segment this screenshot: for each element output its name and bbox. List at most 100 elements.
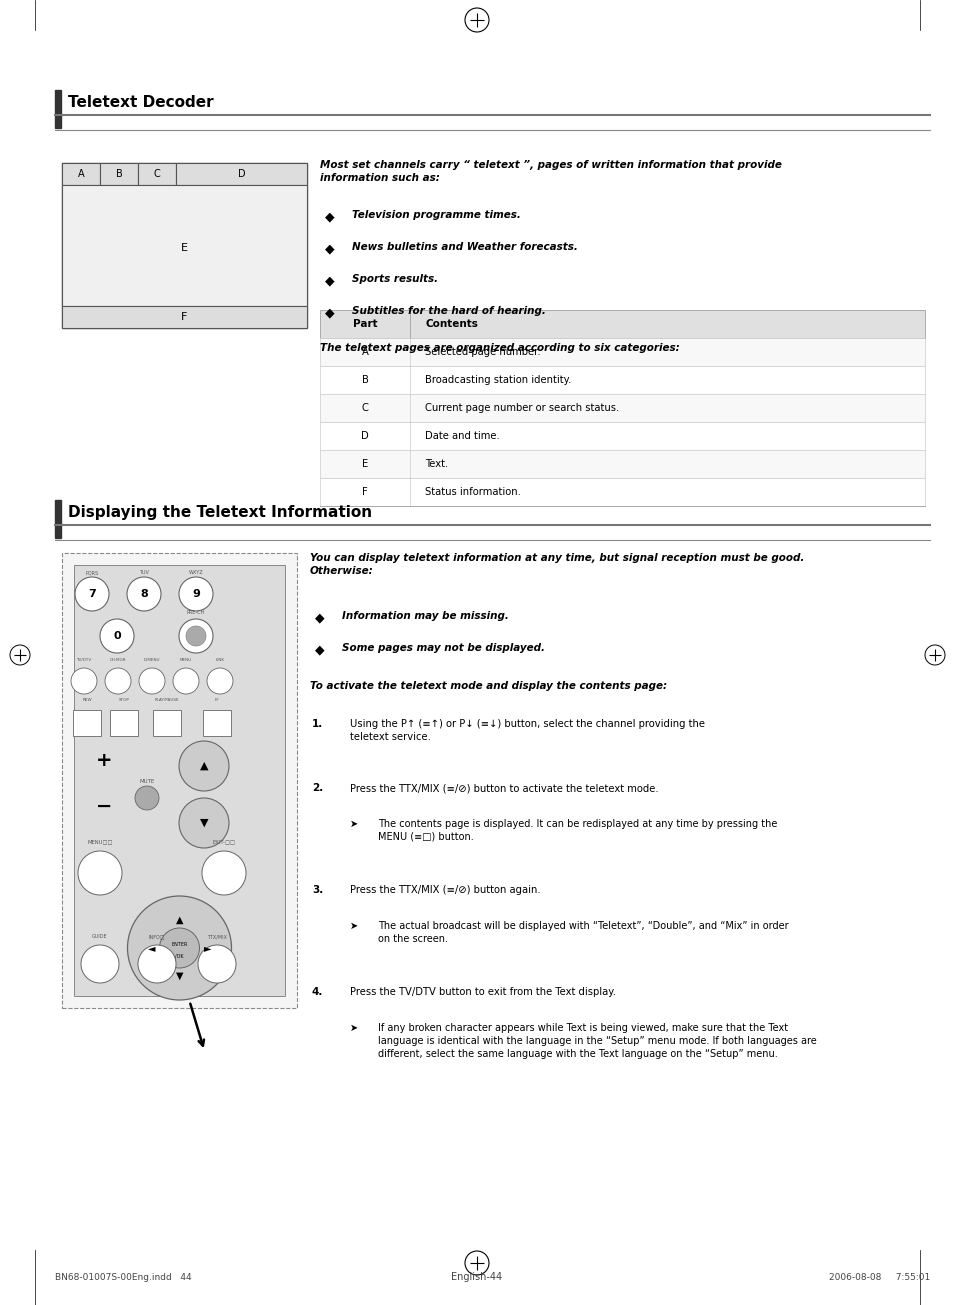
FancyBboxPatch shape	[62, 553, 296, 1007]
Circle shape	[135, 786, 159, 810]
Text: MENU: MENU	[180, 658, 192, 662]
Text: INFO□: INFO□	[149, 934, 165, 940]
Text: F: F	[181, 312, 188, 322]
Circle shape	[78, 851, 122, 895]
Text: Press the TTX/MIX (≡/⊘) button again.: Press the TTX/MIX (≡/⊘) button again.	[350, 885, 540, 895]
Text: −: −	[95, 796, 112, 816]
Text: ➤: ➤	[350, 921, 357, 930]
Bar	[62, 185, 307, 305]
Bar	[319, 365, 924, 394]
Text: PLAY/PAUSE: PLAY/PAUSE	[154, 698, 179, 702]
Bar	[62, 163, 100, 185]
Text: Contents: Contents	[424, 318, 477, 329]
Text: ◆: ◆	[325, 210, 335, 223]
Text: F: F	[362, 487, 368, 497]
Text: 8: 8	[140, 589, 148, 599]
Text: ENTER: ENTER	[172, 941, 188, 946]
Bar	[100, 163, 138, 185]
Text: Subtitles for the hard of hearing.: Subtitles for the hard of hearing.	[352, 305, 545, 316]
Text: ▲: ▲	[199, 761, 208, 771]
Text: News bulletins and Weather forecasts.: News bulletins and Weather forecasts.	[352, 241, 578, 252]
Text: 2006-08-08     7:55:01: 2006-08-08 7:55:01	[828, 1272, 929, 1282]
Bar	[62, 163, 307, 328]
Text: ➤: ➤	[350, 1023, 357, 1034]
Text: The contents page is displayed. It can be redisplayed at any time by pressing th: The contents page is displayed. It can b…	[377, 820, 777, 842]
Text: You can display teletext information at any time, but signal reception must be g: You can display teletext information at …	[310, 553, 803, 577]
Text: B: B	[115, 170, 122, 179]
Circle shape	[179, 797, 229, 848]
Bar	[73, 710, 101, 736]
Text: CH.MGR: CH.MGR	[110, 658, 126, 662]
Text: Press the TTX/MIX (≡/⊘) button to activate the teletext mode.: Press the TTX/MIX (≡/⊘) button to activa…	[350, 783, 658, 793]
Circle shape	[172, 668, 199, 694]
Text: FF: FF	[214, 698, 219, 702]
Text: WXYZ: WXYZ	[189, 570, 203, 576]
Text: TV/DTV: TV/DTV	[76, 658, 91, 662]
Text: ➤: ➤	[350, 820, 357, 829]
Text: D: D	[237, 170, 245, 179]
Text: E: E	[181, 243, 188, 252]
Text: D: D	[361, 431, 369, 441]
Text: Text.: Text.	[424, 459, 448, 468]
Text: ◆: ◆	[325, 274, 335, 287]
Bar	[175, 163, 307, 185]
Circle shape	[139, 668, 165, 694]
Text: ◆: ◆	[325, 241, 335, 254]
Circle shape	[198, 945, 235, 983]
Text: LINK: LINK	[215, 658, 224, 662]
Text: ◆: ◆	[325, 305, 335, 318]
Text: ►: ►	[204, 944, 211, 953]
Text: Information may be missing.: Information may be missing.	[341, 611, 508, 621]
Bar	[152, 710, 181, 736]
Text: Date and time.: Date and time.	[424, 431, 499, 441]
Text: ◄: ◄	[148, 944, 155, 953]
Text: TUV: TUV	[139, 570, 149, 576]
Text: A: A	[361, 347, 368, 358]
Text: ◆: ◆	[314, 611, 324, 624]
Text: To activate the teletext mode and display the contents page:: To activate the teletext mode and displa…	[310, 681, 666, 692]
Circle shape	[179, 741, 229, 791]
Text: Some pages may not be displayed.: Some pages may not be displayed.	[341, 643, 544, 652]
Text: PQRS: PQRS	[86, 570, 98, 576]
Text: Teletext Decoder: Teletext Decoder	[68, 95, 213, 110]
Text: MENU□□: MENU□□	[87, 839, 112, 844]
Circle shape	[179, 619, 213, 652]
Circle shape	[138, 945, 175, 983]
Text: REW: REW	[82, 698, 91, 702]
Text: Displaying the Teletext Information: Displaying the Teletext Information	[68, 505, 372, 519]
Text: B: B	[361, 375, 368, 385]
Circle shape	[81, 945, 119, 983]
Text: MUTE: MUTE	[139, 779, 154, 784]
Text: ▼: ▼	[175, 971, 183, 981]
Text: ▲: ▲	[175, 915, 183, 925]
Bar	[319, 394, 924, 422]
Text: Current page number or search status.: Current page number or search status.	[424, 403, 618, 412]
Text: Selected page number.: Selected page number.	[424, 347, 540, 358]
Text: A: A	[77, 170, 84, 179]
Text: 3.: 3.	[312, 885, 323, 895]
Text: BN68-01007S-00Eng.indd   44: BN68-01007S-00Eng.indd 44	[55, 1272, 192, 1282]
Circle shape	[105, 668, 131, 694]
Text: GUIDE: GUIDE	[92, 934, 108, 940]
Text: TTX/MIX: TTX/MIX	[207, 934, 227, 940]
Circle shape	[186, 626, 206, 646]
Bar	[203, 710, 231, 736]
Text: ◆: ◆	[314, 643, 324, 656]
Bar	[55, 90, 61, 128]
Text: STOP: STOP	[118, 698, 130, 702]
Bar	[55, 500, 61, 538]
Bar	[319, 311, 924, 338]
Circle shape	[71, 668, 97, 694]
Text: 1.: 1.	[312, 719, 323, 729]
Text: The teletext pages are organized according to six categories:: The teletext pages are organized accordi…	[319, 343, 679, 352]
Circle shape	[207, 668, 233, 694]
Text: PRE-CH: PRE-CH	[187, 609, 205, 615]
Circle shape	[202, 851, 246, 895]
Bar	[74, 565, 285, 996]
Text: /OK: /OK	[175, 954, 184, 958]
Text: 7: 7	[88, 589, 95, 599]
Bar	[319, 338, 924, 365]
Text: EXIT-□□: EXIT-□□	[213, 839, 235, 844]
Text: C: C	[361, 403, 368, 412]
Circle shape	[75, 577, 109, 611]
